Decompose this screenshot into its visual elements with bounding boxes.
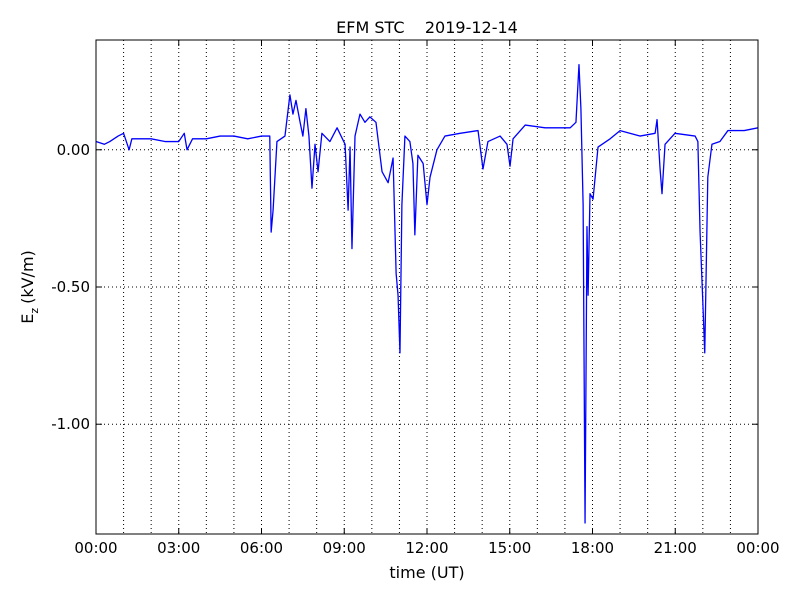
x-tick-label: 00:00 (736, 539, 779, 557)
y-label-unit: (kV/m) (18, 250, 37, 304)
x-tick-label: 09:00 (323, 539, 366, 557)
x-axis-label: time (UT) (389, 563, 464, 582)
x-tick-label: 15:00 (488, 539, 531, 557)
y-axis-label: Ez (kV/m) (18, 250, 41, 324)
y-tick-label: -0.50 (51, 278, 90, 296)
x-tick-label: 18:00 (571, 539, 614, 557)
x-tick-label: 06:00 (240, 539, 283, 557)
chart-title: EFM STC 2019-12-14 (336, 18, 518, 37)
x-tick-label: 03:00 (157, 539, 200, 557)
y-tick-label: 0.00 (57, 141, 90, 159)
x-tick-label: 21:00 (654, 539, 697, 557)
data-line (95, 64, 759, 524)
y-label-main: E (18, 314, 37, 324)
plot-frame (95, 39, 759, 535)
x-tick-label: 12:00 (405, 539, 448, 557)
y-tick-label: -1.00 (51, 415, 90, 433)
y-label-sub: z (28, 308, 41, 314)
x-tick-label: 00:00 (74, 539, 117, 557)
